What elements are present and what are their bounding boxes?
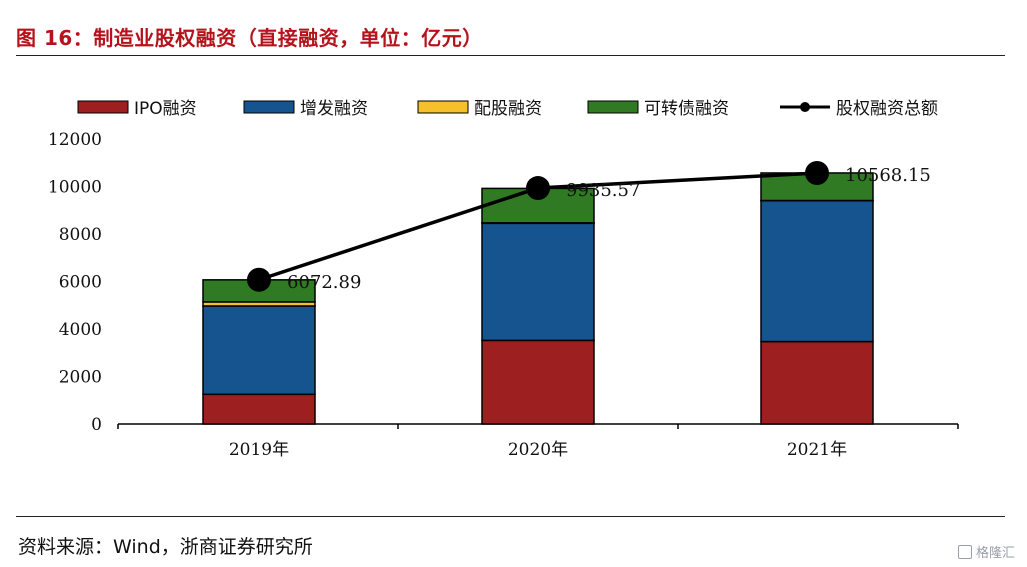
legend-label-1: IPO融资: [134, 99, 197, 119]
footer-divider: [16, 516, 1005, 517]
total-point-2: [526, 176, 550, 201]
total-point-3: [805, 161, 829, 186]
x-tick-label-2: 2021年: [787, 440, 847, 460]
y-tick-label-3: 6000: [59, 273, 102, 293]
legend-swatch-1: [77, 100, 129, 114]
watermark-text: 格隆汇: [975, 546, 1015, 561]
y-tick-label-4: 8000: [59, 225, 102, 245]
y-tick-label-5: 10000: [48, 178, 102, 198]
y-tick-label-1: 2000: [59, 368, 102, 388]
chart-legend: IPO融资 增发融资 配股融资 可转债融资 股权融资总额: [77, 99, 938, 119]
bar-1-series-1: [202, 393, 316, 425]
legend-label-4: 可转债融资: [644, 99, 729, 119]
y-tick-label-2: 4000: [59, 320, 102, 340]
total-data-label-2: 9935.57: [566, 180, 640, 201]
legend-line-marker: [800, 102, 810, 112]
total-data-label-3: 10568.15: [845, 165, 931, 186]
legend-label-3: 配股融资: [474, 99, 542, 119]
watermark-logo-icon: [957, 544, 972, 559]
x-tick-label-0: 2019年: [229, 440, 289, 460]
total-data-label-1: 6072.89: [287, 272, 361, 293]
chart-title: 图 16：制造业股权融资（直接融资，单位：亿元）: [16, 26, 483, 50]
legend-swatch-4: [587, 100, 639, 114]
x-tick-label-1: 2020年: [508, 440, 568, 460]
bar-2-series-2: [481, 222, 595, 342]
bar-3-series-2: [760, 200, 874, 343]
data-labels: 6072.89 9935.57 10568.15: [287, 165, 931, 293]
y-tick-label-6: 12000: [48, 130, 102, 150]
legend-label-2: 增发融资: [300, 99, 368, 119]
y-axis: 0 2000 4000 6000 8000 10000 12000: [48, 130, 102, 435]
x-axis: 2019年 2020年 2021年: [117, 423, 959, 460]
y-tick-label-0: 0: [91, 415, 102, 435]
bar-2-series-1: [481, 339, 595, 425]
bar-3-series-1: [760, 340, 874, 425]
legend-swatch-3: [417, 100, 469, 114]
total-line: [247, 161, 829, 292]
bar-1-series-2: [202, 305, 316, 396]
total-point-1: [247, 267, 271, 292]
legend-swatch-2: [243, 100, 295, 114]
source-note: 资料来源：Wind，浙商证券研究所: [18, 536, 313, 558]
title-divider: [16, 55, 1005, 56]
legend-label-total: 股权融资总额: [836, 99, 938, 119]
watermark: 格隆汇: [957, 542, 1015, 561]
bar-stacks: [202, 172, 874, 425]
